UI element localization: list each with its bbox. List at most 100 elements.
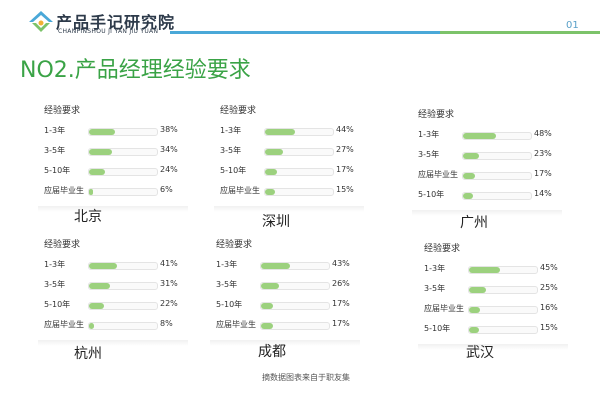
category-label: 3-5年 <box>44 280 66 289</box>
category-label: 5-10年 <box>424 324 451 333</box>
bar <box>261 323 273 329</box>
chart-header: 经验要求 <box>44 106 81 116</box>
category-label: 1-3年 <box>44 126 66 135</box>
chart-header: 经验要求 <box>216 240 253 250</box>
header-rule-blue <box>170 31 440 34</box>
bar <box>89 129 115 135</box>
bar <box>265 169 277 175</box>
chart-panel: 经验要求 1-3年 41% 3-5年 31% 5-10年 22% 应届毕业生 8% <box>44 238 194 336</box>
data-label: 38% <box>160 125 178 134</box>
data-label: 48% <box>534 129 552 138</box>
category-label: 3-5年 <box>216 280 238 289</box>
data-label: 17% <box>332 299 350 308</box>
city-name: 深圳 <box>262 214 290 230</box>
bar-row: 1-3年 45% <box>424 260 574 280</box>
bar-row: 应届毕业生 6% <box>44 182 194 202</box>
data-label: 34% <box>160 145 178 154</box>
category-label: 应届毕业生 <box>418 170 458 179</box>
chart-panel: 经验要求 1-3年 44% 3-5年 27% 5-10年 17% 应届毕业生 15% <box>220 104 370 202</box>
category-label: 5-10年 <box>44 166 71 175</box>
category-label: 1-3年 <box>424 264 446 273</box>
city-name: 武汉 <box>466 345 494 361</box>
bar-track <box>260 322 330 330</box>
bar <box>89 189 94 195</box>
bar-row: 3-5年 26% <box>216 276 366 296</box>
bar-row: 5-10年 17% <box>216 296 366 316</box>
data-label: 45% <box>540 263 558 272</box>
data-label: 31% <box>160 279 178 288</box>
bar-track <box>462 172 532 180</box>
chart-panel: 经验要求 1-3年 48% 3-5年 23% 应届毕业生 17% 5-10年 14% <box>418 108 568 206</box>
panel-divider <box>210 340 360 346</box>
chart-header: 经验要求 <box>418 110 455 120</box>
bar-track <box>468 286 538 294</box>
bar-track <box>88 302 158 310</box>
bar <box>89 263 117 269</box>
data-label: 27% <box>336 145 354 154</box>
bar <box>469 307 480 313</box>
bar <box>89 303 104 309</box>
data-label: 17% <box>332 319 350 328</box>
bar <box>265 149 284 155</box>
bar <box>89 169 106 175</box>
bar <box>463 153 479 159</box>
bar <box>469 287 486 293</box>
data-label: 14% <box>534 189 552 198</box>
bar-row: 3-5年 27% <box>220 142 370 162</box>
bar-track <box>264 168 334 176</box>
data-label: 22% <box>160 299 178 308</box>
bar-track <box>260 262 330 270</box>
bar-track <box>462 132 532 140</box>
panel-divider <box>38 340 188 346</box>
bar <box>463 193 473 199</box>
page-title: NO2.产品经理经验要求 <box>20 58 251 83</box>
bar-row: 5-10年 15% <box>424 320 574 340</box>
bar <box>463 133 496 139</box>
category-label: 5-10年 <box>418 190 445 199</box>
bar-row: 应届毕业生 15% <box>220 182 370 202</box>
panel-divider <box>412 210 562 216</box>
bar <box>89 283 111 289</box>
bar-track <box>88 148 158 156</box>
bar-row: 应届毕业生 16% <box>424 300 574 320</box>
bar-row: 3-5年 25% <box>424 280 574 300</box>
bar-row: 3-5年 34% <box>44 142 194 162</box>
bar <box>463 173 475 179</box>
city-name: 杭州 <box>74 346 102 362</box>
bar-track <box>468 326 538 334</box>
chart-panel: 经验要求 1-3年 45% 3-5年 25% 应届毕业生 16% 5-10年 15% <box>424 242 574 340</box>
category-label: 5-10年 <box>44 300 71 309</box>
bar-track <box>264 128 334 136</box>
bar-row: 5-10年 24% <box>44 162 194 182</box>
logo-mark-icon <box>29 11 53 32</box>
bar-track <box>88 282 158 290</box>
bar-row: 5-10年 14% <box>418 186 568 206</box>
brand-logo: 产品手记研究院 CHANPINSHOU JI YAN JIU YUAN <box>28 6 174 40</box>
bar <box>89 323 95 329</box>
category-label: 1-3年 <box>220 126 242 135</box>
bar-row: 应届毕业生 8% <box>44 316 194 336</box>
data-label: 6% <box>160 185 173 194</box>
bar-row: 1-3年 44% <box>220 122 370 142</box>
panel-divider <box>38 206 188 212</box>
category-label: 1-3年 <box>418 130 440 139</box>
bar-track <box>88 322 158 330</box>
bar-row: 5-10年 22% <box>44 296 194 316</box>
bar-track <box>88 128 158 136</box>
bar-row: 应届毕业生 17% <box>216 316 366 336</box>
bar <box>261 303 273 309</box>
bar-track <box>88 168 158 176</box>
bar-track <box>88 262 158 270</box>
category-label: 5-10年 <box>220 166 247 175</box>
category-label: 3-5年 <box>220 146 242 155</box>
category-label: 3-5年 <box>418 150 440 159</box>
bar-row: 1-3年 48% <box>418 126 568 146</box>
bar-row: 3-5年 23% <box>418 146 568 166</box>
bar-row: 3-5年 31% <box>44 276 194 296</box>
bar <box>265 189 276 195</box>
category-label: 应届毕业生 <box>44 186 84 195</box>
bar-track <box>260 282 330 290</box>
data-label: 15% <box>336 185 354 194</box>
page-number: 01 <box>566 20 579 31</box>
bar-row: 应届毕业生 17% <box>418 166 568 186</box>
